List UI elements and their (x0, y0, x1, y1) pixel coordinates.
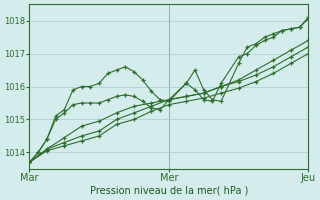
X-axis label: Pression niveau de la mer( hPa ): Pression niveau de la mer( hPa ) (90, 186, 248, 196)
